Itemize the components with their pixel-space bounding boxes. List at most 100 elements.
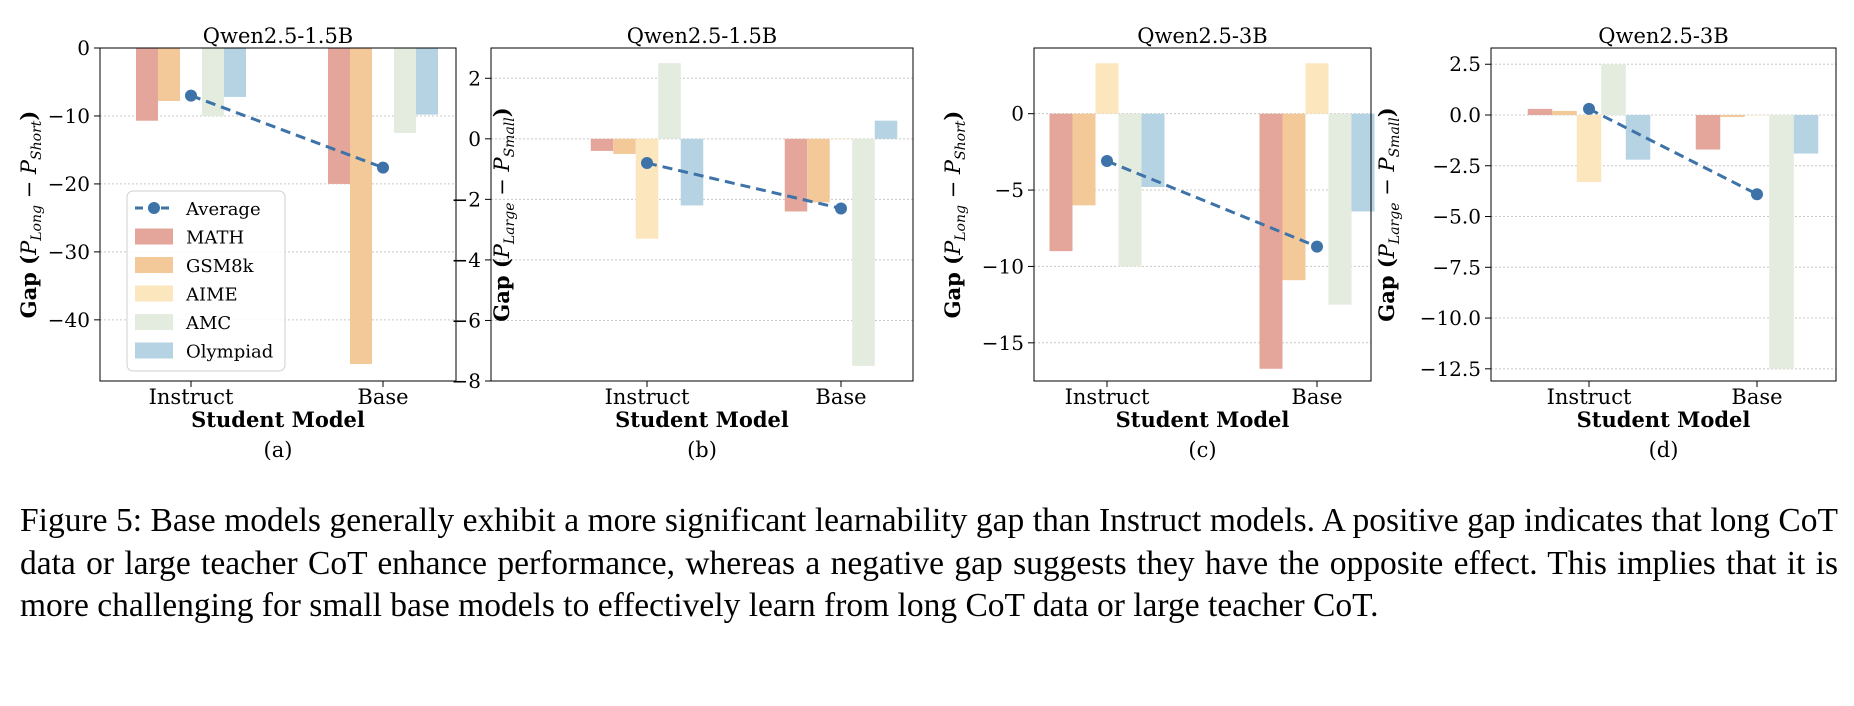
panel-title: Qwen2.5-1.5B bbox=[627, 24, 777, 48]
y-label-sub: Short bbox=[953, 120, 969, 160]
legend-marker-average bbox=[148, 202, 160, 214]
y-tick-label: −40 bbox=[48, 308, 90, 332]
bar-gsm8k-instruct bbox=[158, 48, 180, 102]
y-label-minus: − bbox=[490, 172, 514, 203]
y-label-p: P bbox=[17, 159, 41, 175]
legend: Average MATH GSM8k AIME AMC Olympiad bbox=[126, 190, 286, 372]
y-label-suffix: ) bbox=[1374, 107, 1399, 117]
x-tick-label: Base bbox=[815, 385, 866, 409]
bar-math-instruct bbox=[1527, 108, 1553, 116]
bar-math-base bbox=[1695, 115, 1721, 150]
legend-label-math: MATH bbox=[186, 228, 244, 249]
bar-olympiad-instruct bbox=[1141, 113, 1165, 188]
y-tick-label: −10.0 bbox=[1420, 306, 1481, 330]
x-tick-label: Base bbox=[1291, 385, 1342, 409]
average-point bbox=[1583, 102, 1595, 115]
average-point bbox=[377, 161, 389, 174]
bar-amc-instruct bbox=[1601, 64, 1626, 116]
plot-frame bbox=[1033, 47, 1372, 382]
bar-aime-base bbox=[1744, 115, 1770, 116]
plot-frame bbox=[1490, 47, 1837, 382]
bar-aime-base bbox=[829, 138, 853, 140]
bar-aime-base bbox=[1305, 63, 1329, 114]
bar-amc-instruct bbox=[202, 48, 224, 116]
bar-amc-instruct bbox=[1118, 113, 1142, 267]
bar-gsm8k-base bbox=[807, 138, 830, 203]
x-axis-label: Student Model bbox=[191, 407, 365, 432]
average-point bbox=[1101, 155, 1113, 168]
y-label-suffix: ) bbox=[489, 107, 514, 117]
y-tick-label: −2.5 bbox=[1432, 154, 1481, 178]
y-tick-label: −8 bbox=[452, 369, 481, 393]
bar-math-instruct bbox=[1049, 113, 1073, 252]
bar-gsm8k-instruct bbox=[1552, 110, 1577, 116]
bar-olympiad-base bbox=[416, 48, 438, 115]
x-axis-label: Student Model bbox=[1116, 407, 1290, 432]
x-tick-label: Instruct bbox=[149, 385, 234, 409]
legend-swatch-olympiad bbox=[135, 342, 173, 359]
legend-swatch-gsm8k bbox=[135, 257, 173, 273]
y-label-sub: Small bbox=[1387, 117, 1403, 157]
y-tick-label: −12.5 bbox=[1420, 357, 1481, 381]
average-point bbox=[1751, 188, 1763, 201]
bar-aime-instruct bbox=[1095, 63, 1119, 114]
bar-olympiad-instruct bbox=[680, 138, 704, 206]
bar-olympiad-base bbox=[874, 120, 898, 139]
y-label-p: P bbox=[941, 240, 965, 256]
bar-math-base bbox=[1259, 113, 1283, 369]
y-label-p: P bbox=[17, 240, 41, 256]
chart-panel-1: Qwen2.5-1.5B 0 −10 −20 −30 −40 Instruct BaseStu… bbox=[16, 24, 457, 462]
panel-label: (a) bbox=[264, 438, 293, 462]
bar-gsm8k-instruct bbox=[613, 138, 636, 154]
legend-label-aime: AIME bbox=[185, 285, 238, 306]
bar-amc-base bbox=[1328, 113, 1352, 305]
average-line bbox=[190, 94, 384, 170]
bar-olympiad-instruct bbox=[224, 48, 246, 97]
bar-gsm8k-base bbox=[1720, 115, 1745, 118]
bar-math-instruct bbox=[590, 138, 614, 151]
bar-amc-base bbox=[1769, 115, 1794, 369]
x-tick-label: Instruct bbox=[1547, 385, 1632, 409]
legend-label-gsm8k: GSM8k bbox=[186, 256, 255, 277]
y-label-suffix: ) bbox=[16, 111, 41, 121]
panel-label: (d) bbox=[1649, 438, 1679, 462]
bar-gsm8k-base bbox=[350, 48, 372, 365]
legend-label-olympiad: Olympiad bbox=[186, 342, 273, 363]
y-tick-label: −4 bbox=[452, 248, 481, 272]
y-tick-label: −10 bbox=[982, 254, 1024, 278]
y-label-prefix: Gap ( bbox=[489, 258, 514, 321]
y-label-p: P bbox=[490, 243, 514, 259]
bar-gsm8k-instruct bbox=[1072, 113, 1096, 206]
y-label-minus: − bbox=[1375, 172, 1399, 203]
bar-math-instruct bbox=[136, 48, 158, 121]
bar-aime-instruct bbox=[1576, 115, 1602, 183]
y-label-prefix: Gap ( bbox=[1374, 258, 1399, 321]
y-axis-label: Gap (PLarge − PSmall) bbox=[489, 107, 518, 321]
y-tick-label: −5.0 bbox=[1432, 205, 1481, 229]
y-tick-label: −15 bbox=[982, 331, 1024, 355]
panel-title: Qwen2.5-3B bbox=[1598, 24, 1728, 48]
y-tick-label: 0 bbox=[1011, 102, 1024, 126]
bar-gsm8k-base bbox=[1282, 113, 1306, 281]
panel-label: (c) bbox=[1188, 438, 1216, 462]
average-point bbox=[1311, 240, 1323, 253]
y-label-suffix: ) bbox=[940, 111, 965, 121]
y-label-sub: Long bbox=[953, 205, 969, 242]
y-tick-label: −7.5 bbox=[1432, 255, 1481, 279]
y-tick-label: −2 bbox=[452, 187, 481, 211]
y-tick-label: 2 bbox=[468, 66, 481, 90]
panel-label: (b) bbox=[687, 438, 717, 462]
chart-panel-2: Qwen2.5-1.5B 2 0 −2 −4 −6 −8 Instruct Base Studen… bbox=[452, 24, 914, 462]
y-tick-label: −5 bbox=[995, 178, 1024, 202]
y-axis-label: Gap (PLarge − PSmall) bbox=[1374, 107, 1403, 321]
y-label-sub: Large bbox=[1387, 202, 1403, 245]
y-label-p: P bbox=[1375, 243, 1399, 259]
y-label-prefix: Gap ( bbox=[940, 255, 965, 318]
legend-swatch-amc bbox=[135, 314, 173, 330]
y-tick-label: −6 bbox=[452, 308, 481, 332]
y-label-sub: Short bbox=[29, 120, 45, 160]
average-point bbox=[835, 202, 847, 215]
average-line bbox=[646, 161, 842, 210]
